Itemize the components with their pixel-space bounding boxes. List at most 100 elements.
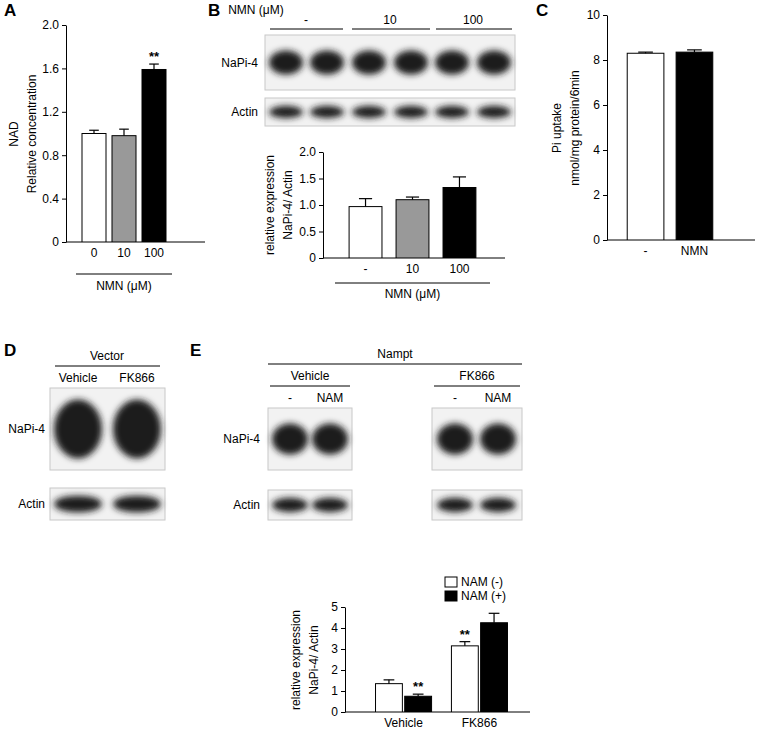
blot-band [312, 498, 348, 512]
x-label-bracket [76, 274, 172, 275]
y-tick: 2.0 [42, 18, 66, 32]
bar [443, 188, 476, 258]
row-label: NaPi-4 [223, 432, 260, 446]
error-line [464, 642, 465, 646]
tick-mark [62, 112, 66, 113]
blot-band [435, 50, 469, 74]
tick-mark [341, 607, 345, 608]
tick-mark [603, 240, 607, 241]
tick-label: 3 [331, 642, 338, 656]
tick-label: 1.6 [42, 62, 59, 76]
tick-mark [341, 670, 345, 671]
error-cap [384, 679, 395, 680]
tick-label: 5 [331, 600, 338, 614]
blot-membrane [50, 488, 165, 520]
y-tick: 2 [331, 663, 345, 677]
y-axis-title: Pi uptake [550, 103, 564, 153]
y-tick: 10 [587, 8, 607, 22]
blot-band [480, 424, 516, 455]
tick-mark [62, 25, 66, 26]
blot: NaPi-4ActinNMN (μM)-10100 [221, 3, 515, 126]
error-line [153, 64, 154, 69]
tick-mark [603, 195, 607, 196]
y-tick: 4 [593, 143, 607, 157]
tick-mark [341, 649, 345, 650]
bar [676, 52, 713, 240]
error-bar [406, 197, 419, 200]
y-tick: 3 [331, 642, 345, 656]
lane-label: - [288, 391, 292, 405]
x-label-bracket [335, 283, 490, 284]
group-bracket [270, 386, 350, 387]
y-tick: 2.0 [299, 145, 323, 159]
blot-band [269, 106, 303, 118]
bar [481, 623, 508, 712]
bar [451, 646, 478, 712]
chart: 00.40.81.21.62.0010100**NADRelative conc… [7, 18, 205, 293]
error-cap [687, 49, 702, 50]
tick-label: - [364, 262, 368, 276]
blot-band [437, 424, 473, 455]
tick-label: 10 [406, 262, 420, 276]
error-line [493, 613, 494, 622]
plot-area [349, 177, 476, 258]
y-axis-title: relative expression [263, 155, 277, 255]
x-axis: Vehicle FK866 [384, 716, 497, 730]
error-line [365, 199, 366, 207]
group-label: Vehicle [291, 369, 330, 383]
bar [142, 69, 166, 242]
x-tick: FK866 [462, 716, 498, 730]
row-label: NaPi-4 [221, 56, 258, 70]
group-label: 100 [463, 13, 483, 27]
y-tick: 0.4 [42, 192, 66, 206]
plot-area [627, 50, 713, 240]
y-axis-title: nmol/mg protein/6min [568, 70, 582, 185]
x-tick: Vehicle [384, 716, 423, 730]
tick-label: NMN [681, 244, 708, 258]
figure: ABCDE00.40.81.21.62.0010100**NADRelative… [0, 0, 765, 744]
chart: 012345VehicleFK866****relative expressio… [289, 575, 530, 730]
y-axis-title: NaPi-4/ Actin [307, 625, 321, 694]
tick-label: 2.0 [42, 18, 59, 32]
group-bracket [436, 29, 512, 30]
blot-band [480, 498, 516, 512]
y-tick: 2 [593, 188, 607, 202]
blot-band [269, 50, 303, 74]
error-bar [359, 199, 372, 207]
group-label: Vehicle [59, 371, 98, 385]
chart: 0246810-NMNPi uptakenmol/mg protein/6min [550, 8, 755, 257]
error-bar [453, 177, 466, 188]
blot-band [477, 106, 511, 118]
error-bar [489, 613, 500, 622]
legend: NAM (-)NAM (+) [445, 575, 506, 603]
tick-mark [603, 15, 607, 16]
blot-band [272, 498, 308, 512]
bar [396, 200, 429, 258]
tick-label: 1.0 [299, 198, 316, 212]
error-line [459, 177, 460, 188]
y-tick: 1.6 [42, 62, 66, 76]
legend-label: NAM (+) [461, 589, 506, 603]
axis-line [345, 608, 346, 713]
error-bar [384, 680, 395, 684]
error-bar [459, 642, 470, 646]
y-tick: 0 [593, 233, 607, 247]
tick-mark [341, 691, 345, 692]
lane-label: NAM [317, 391, 344, 405]
lane-label: NAM [485, 391, 512, 405]
y-axis-title: NaPi-4/ Actin [281, 170, 295, 239]
tick-mark [603, 105, 607, 106]
significance: ** [413, 679, 424, 694]
tick-label: 0.5 [299, 225, 316, 239]
tick-mark [319, 232, 323, 233]
blot-band [352, 106, 386, 118]
blot-membrane [432, 490, 522, 520]
bar [627, 53, 664, 240]
tick-mark [319, 205, 323, 206]
y-axis: 0246810 [587, 8, 608, 247]
blot-band [435, 106, 469, 118]
y-tick: 0 [52, 235, 66, 249]
blot-band [113, 496, 161, 513]
blot-band [312, 424, 348, 455]
blot-band [54, 399, 102, 458]
